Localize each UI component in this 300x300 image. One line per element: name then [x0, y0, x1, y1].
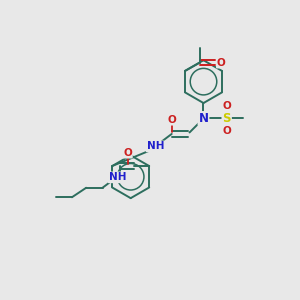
Text: O: O — [167, 115, 176, 125]
Text: N: N — [199, 112, 208, 125]
Text: NH: NH — [109, 172, 126, 182]
Text: O: O — [222, 101, 231, 111]
Text: S: S — [222, 112, 231, 125]
Text: O: O — [222, 126, 231, 136]
Text: O: O — [123, 148, 132, 158]
Text: O: O — [217, 58, 226, 68]
Text: NH: NH — [147, 141, 164, 152]
